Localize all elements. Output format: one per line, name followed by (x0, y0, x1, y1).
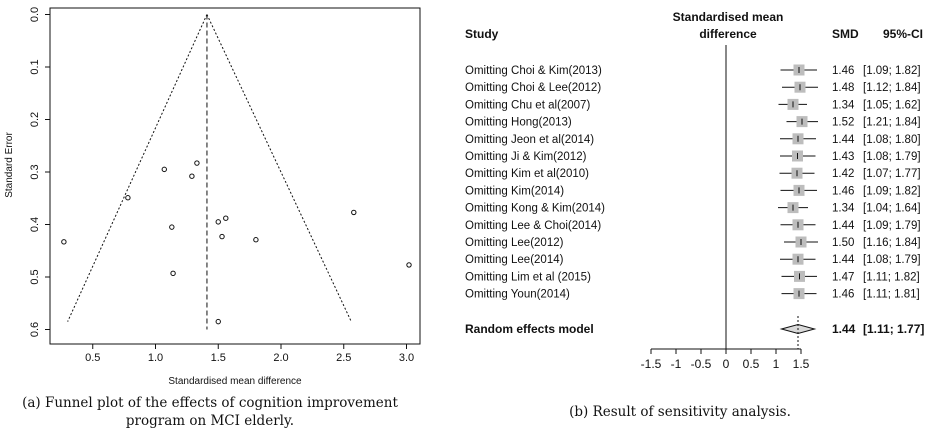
funnel-point (219, 233, 225, 240)
forest-x-tick-label: 1.5 (793, 357, 810, 371)
ci-value: [1.12; 1.84] (863, 82, 921, 94)
ci-value: [1.09; 1.82] (863, 185, 921, 197)
study-label: Omitting Kim et al(2010) (465, 168, 589, 180)
ci-value: [1.09; 1.82] (863, 65, 921, 77)
smd-value: 1.52 (832, 117, 854, 129)
forest-x-tick-label: -0.5 (691, 357, 712, 371)
study-label: Omitting Lee(2012) (465, 237, 564, 249)
y-axis-title: Standard Error (4, 132, 15, 198)
study-label: Omitting Lim et al (2015) (465, 271, 591, 283)
smd-value: 1.34 (832, 99, 855, 111)
header-ci: 95%-CI (883, 27, 923, 41)
y-tick-label: 0.5 (29, 269, 41, 284)
study-label: Omitting Choi & Kim(2013) (465, 65, 602, 77)
caption-a: (a) Funnel plot of the effects of cognit… (10, 394, 410, 430)
y-tick-label: 0.6 (29, 322, 41, 337)
ci-value: [1.21; 1.84] (863, 117, 921, 129)
y-tick-label: 0.2 (29, 112, 41, 127)
funnel-point (189, 173, 195, 179)
study-label: Omitting Youn(2014) (465, 289, 570, 301)
study-label: Omitting Lee & Choi(2014) (465, 220, 601, 232)
smd-value: 1.42 (832, 168, 854, 180)
ci-value: [1.07; 1.77] (863, 168, 921, 180)
header-effect-line2: difference (699, 27, 757, 41)
smd-value: 1.44 (832, 254, 855, 266)
summary-smd-value: 1.44 (832, 322, 856, 336)
funnel-point (406, 262, 412, 268)
ci-value: [1.08; 1.79] (863, 151, 921, 163)
funnel-point (170, 270, 176, 277)
x-tick-label: 1.0 (148, 352, 163, 364)
funnel-point (161, 166, 167, 173)
smd-value: 1.46 (832, 65, 854, 77)
ci-value: [1.09; 1.79] (863, 220, 921, 232)
x-tick-label: 3.0 (399, 352, 414, 364)
summary-label: Random effects model (465, 322, 594, 336)
smd-value: 1.34 (832, 203, 855, 215)
study-label: Omitting Kong & Kim(2014) (465, 203, 605, 215)
caption-a-line2: program on MCI elderly. (125, 413, 295, 429)
smd-value: 1.44 (832, 134, 855, 146)
study-label: Omitting Jeon et al(2014) (465, 134, 594, 146)
x-tick-label: 1.5 (211, 352, 226, 364)
forest-x-tick-label: -1 (671, 357, 682, 371)
x-tick-label: 2.0 (273, 352, 288, 364)
summary-ci-value: [1.11; 1.77] (863, 322, 924, 336)
funnel-point (223, 215, 229, 221)
ci-value: [1.16; 1.84] (863, 237, 921, 249)
x-tick-label: 0.5 (85, 352, 100, 364)
ci-value: [1.04; 1.64] (863, 203, 921, 215)
smd-value: 1.44 (832, 220, 855, 232)
funnel-point (194, 160, 200, 166)
funnel-point (61, 239, 67, 245)
funnel-left-limit (67, 14, 208, 322)
funnel-point (215, 318, 221, 325)
y-tick-label: 0.1 (29, 59, 41, 74)
smd-value: 1.50 (832, 237, 854, 249)
ci-value: [1.08; 1.80] (863, 134, 921, 146)
header-effect-line1: Standardised mean (673, 10, 784, 24)
smd-value: 1.47 (832, 271, 854, 283)
smd-value: 1.48 (832, 82, 854, 94)
forest-plot: Study Standardised mean difference SMD 95%-C… (465, 10, 924, 371)
forest-x-tick-label: 1 (773, 357, 780, 371)
x-axis-title: Standardised mean difference (168, 376, 302, 387)
ci-value: [1.05; 1.62] (863, 99, 921, 111)
y-tick-label: 0.0 (29, 7, 41, 22)
funnel-point (169, 224, 175, 230)
funnel-point (125, 195, 131, 201)
study-label: Omitting Kim(2014) (465, 185, 564, 197)
funnel-point (215, 219, 221, 225)
funnel-point (253, 237, 259, 243)
header-study: Study (465, 27, 499, 41)
smd-value: 1.46 (832, 185, 854, 197)
study-label: Omitting Chu et al(2007) (465, 99, 590, 111)
study-label: Omitting Lee(2014) (465, 254, 564, 266)
forest-x-tick-label: 0 (723, 357, 730, 371)
funnel-plot: 0.5 1.0 1.5 2.0 2.5 3.0 0.0 0.1 0.2 0.3 0.4 0.5 0.6 S… (4, 7, 421, 387)
caption-a-line1: (a) Funnel plot of the effects of cognit… (22, 395, 398, 411)
study-label: Omitting Choi & Lee(2012) (465, 82, 601, 94)
caption-b: (b) Result of sensitivity analysis. (569, 404, 791, 420)
y-tick-label: 0.3 (29, 164, 41, 179)
smd-value: 1.43 (832, 151, 854, 163)
x-tick-label: 2.5 (336, 352, 351, 364)
study-label: Omitting Hong(2013) (465, 117, 572, 129)
ci-value: [1.08; 1.79] (863, 254, 921, 266)
forest-x-tick-label: 0.5 (743, 357, 760, 371)
ci-value: [1.11; 1.81] (863, 289, 920, 301)
funnel-point (351, 209, 357, 216)
plot-frame (49, 7, 421, 345)
forest-x-tick-label: -1.5 (641, 357, 662, 371)
funnel-right-limit (206, 14, 352, 322)
smd-value: 1.46 (832, 289, 854, 301)
ci-value: [1.11; 1.82] (863, 271, 920, 283)
study-label: Omitting Ji & Kim(2012) (465, 151, 587, 163)
header-smd: SMD (832, 27, 859, 41)
y-tick-label: 0.4 (29, 217, 41, 232)
